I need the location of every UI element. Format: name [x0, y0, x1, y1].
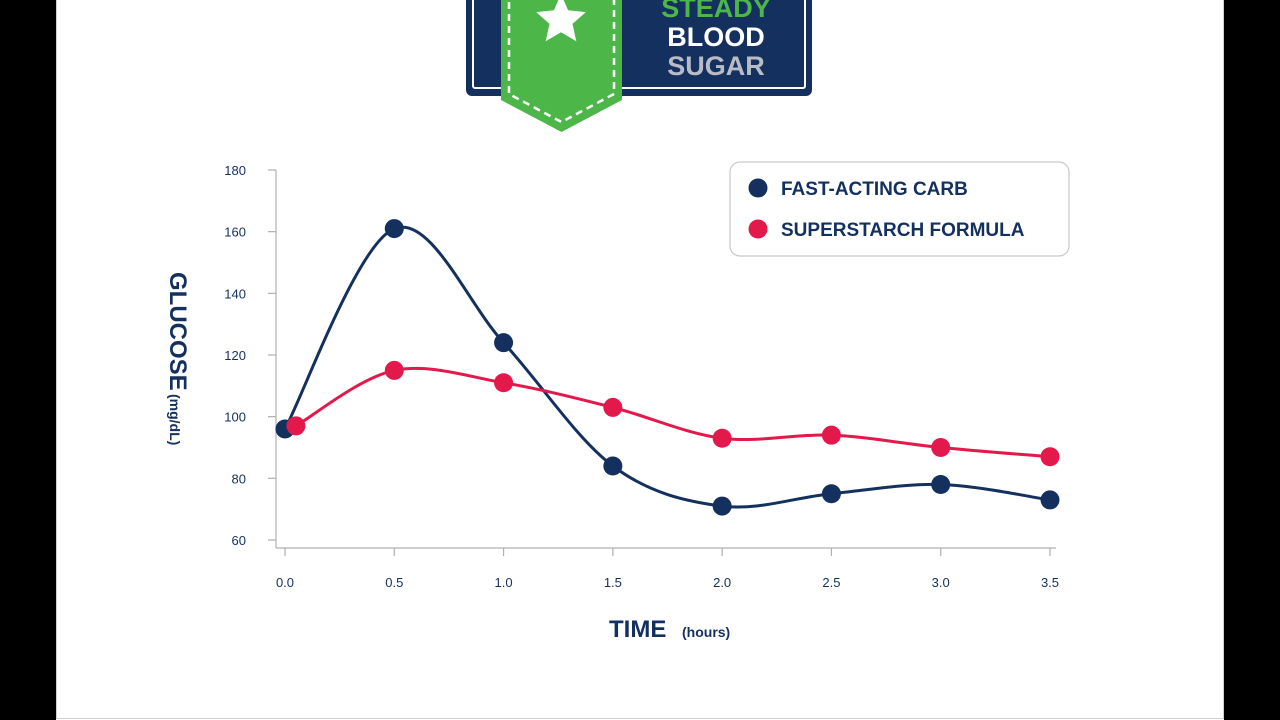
x-tick-label: 1.0	[495, 575, 513, 590]
badge-line-3: SUGAR	[667, 51, 765, 81]
star-icon	[536, 0, 586, 42]
data-point	[931, 438, 951, 457]
legend-box	[729, 161, 1070, 257]
badge-panel-border	[472, 0, 806, 89]
data-point	[712, 428, 732, 448]
axes: 60 80 100 120 140 160 180 0.0 0.5 1.0 1.5 2.0 2.5 3.…	[224, 163, 1059, 590]
legend-label: FAST-ACTING CARB	[781, 179, 968, 200]
y-tick-label: 180	[224, 163, 246, 178]
data-point	[1040, 447, 1060, 467]
data-point	[494, 373, 514, 393]
data-point	[931, 475, 951, 494]
y-tick-label: 120	[224, 348, 246, 363]
y-tick-label: 100	[224, 410, 246, 425]
badge-line-1: STEADY	[661, 0, 771, 23]
legend-items: FAST-ACTING CARB SUPERSTARCH FORMULA	[748, 178, 1025, 241]
badge: STEADY BLOOD SUGAR	[466, 0, 812, 132]
legend: FAST-ACTING CARB SUPERSTARCH FORMULA	[729, 161, 1070, 257]
data-point	[384, 360, 404, 380]
data-point	[384, 219, 404, 239]
x-tick-label: 1.5	[604, 575, 622, 590]
x-tick-label: 0.0	[276, 575, 294, 590]
data-point	[603, 456, 623, 476]
y-axis-title: GLUCOSE	[164, 272, 191, 391]
x-ticks: 0.0 0.5 1.0 1.5 2.0 2.5 3.0 3.5	[276, 548, 1059, 590]
x-tick-label: 2.5	[822, 575, 840, 590]
series-layer	[275, 219, 1060, 516]
data-point	[712, 496, 732, 516]
legend-label: SUPERSTARCH FORMULA	[781, 220, 1025, 241]
series-superstarch-formula	[286, 360, 1060, 467]
x-tick-label: 2.0	[713, 575, 731, 590]
data-point	[821, 425, 841, 445]
x-axis-unit: (hours)	[682, 624, 730, 640]
data-point	[286, 416, 306, 436]
page-frame	[56, 0, 1224, 719]
data-point	[821, 484, 841, 504]
series-line	[294, 366, 1052, 459]
glucose-chart: STEADY BLOOD SUGAR 60 80 100 120 140 160 180 0…	[164, 0, 1070, 643]
y-tick-label: 60	[232, 533, 246, 548]
y-axis-unit: (mg/dL)	[167, 394, 183, 445]
legend-marker	[748, 219, 768, 239]
data-point	[494, 333, 514, 353]
y-axis-title-group: GLUCOSE (mg/dL)	[164, 272, 191, 445]
data-point	[1040, 490, 1060, 510]
badge-ribbon	[501, 0, 622, 132]
legend-marker	[748, 178, 768, 198]
ribbon-stitching	[507, 0, 616, 124]
y-tick-label: 160	[224, 225, 246, 240]
y-tick-label: 80	[232, 471, 246, 486]
x-tick-label: 0.5	[385, 575, 403, 590]
badge-line-2: BLOOD	[667, 22, 765, 52]
page-canvas: STEADY BLOOD SUGAR 60 80 100 120 140 160 180 0…	[56, 0, 1224, 720]
y-ticks: 60 80 100 120 140 160 180	[224, 163, 276, 548]
x-tick-label: 3.0	[932, 575, 950, 590]
x-axis-title: TIME	[609, 616, 666, 643]
data-point	[603, 397, 623, 417]
y-tick-label: 140	[224, 286, 246, 301]
x-tick-label: 3.5	[1041, 575, 1059, 590]
